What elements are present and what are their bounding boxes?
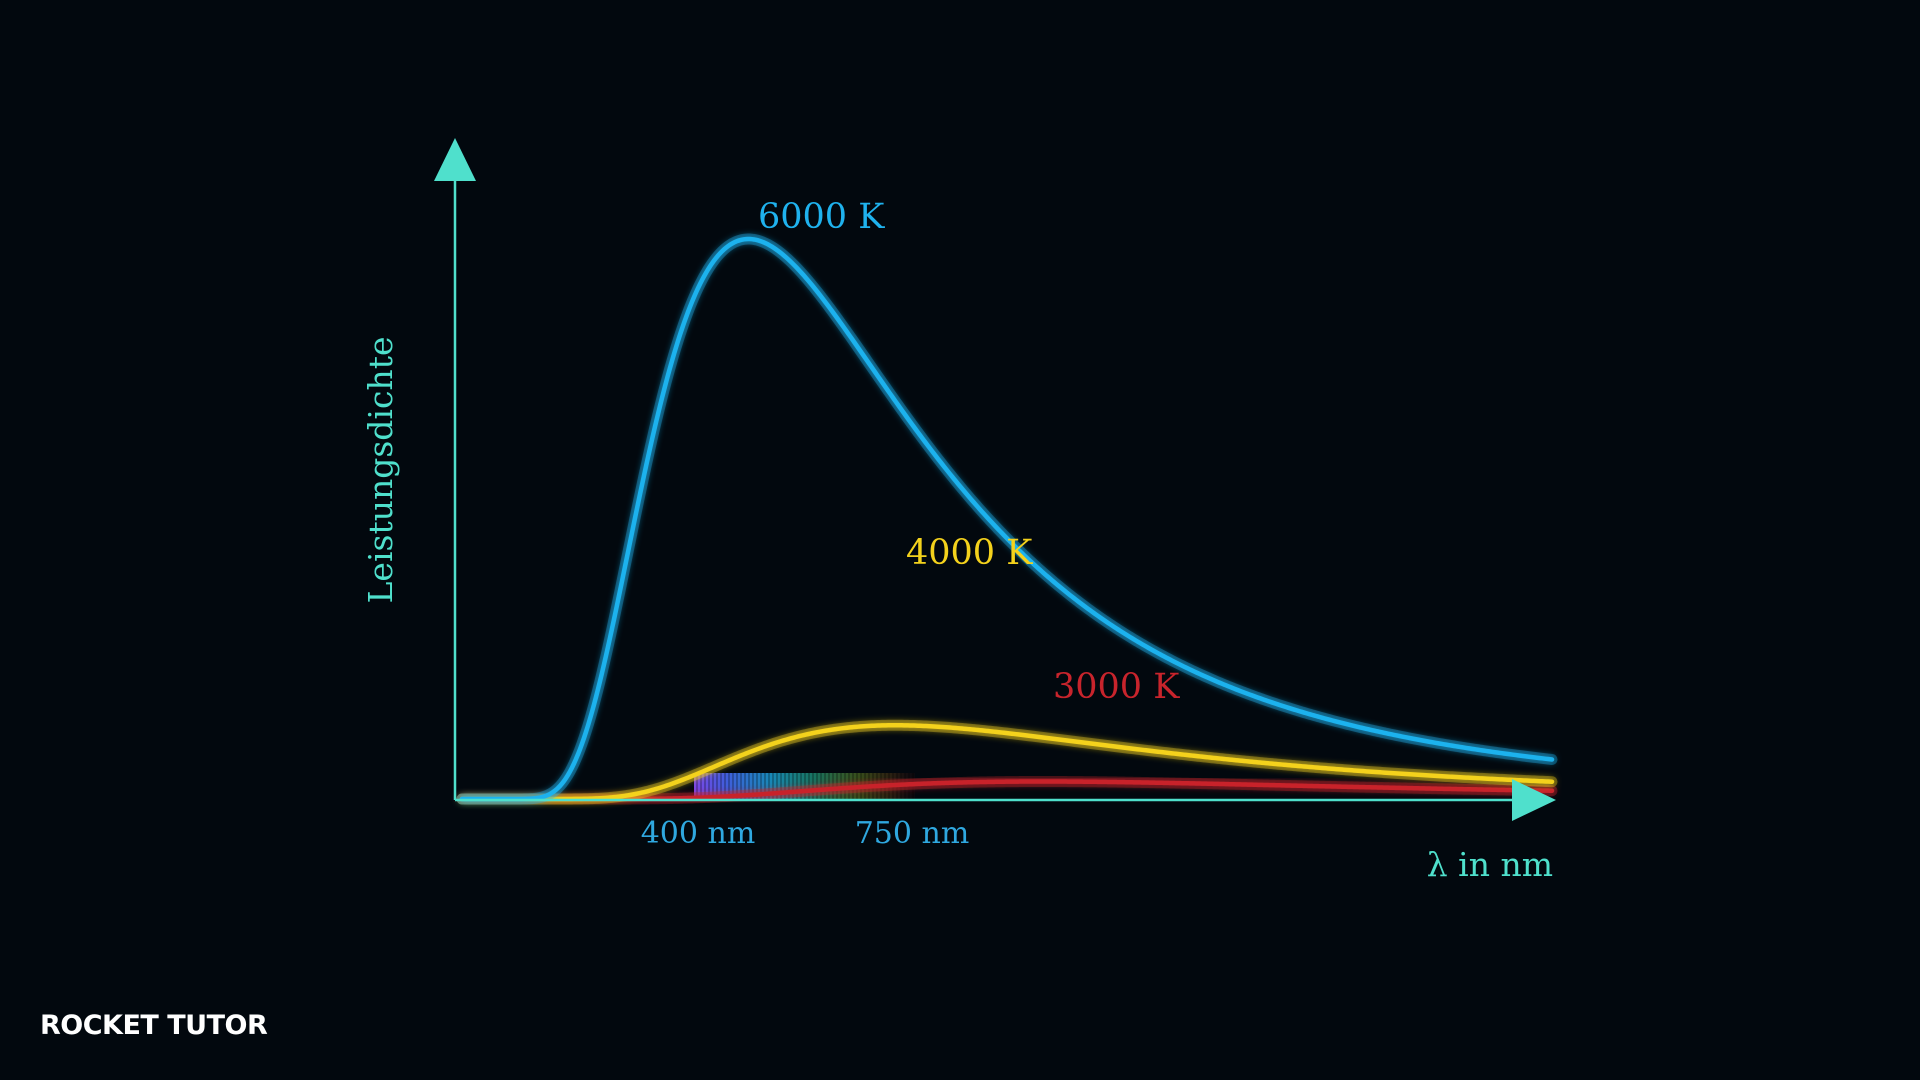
x-axis-arrow-icon — [1512, 779, 1556, 821]
logo-text: ROCKET TUTOR — [40, 1010, 268, 1041]
axes — [434, 138, 1556, 821]
x-axis-label: λ in nm — [1427, 845, 1553, 884]
series-label-4000k: 4000 K — [906, 533, 1033, 573]
curve-glow-6000k — [456, 233, 1558, 805]
series-label-6000k: 6000 K — [758, 197, 885, 237]
curve-4000k — [459, 723, 1555, 802]
x-tick-label-400: 400 nm — [641, 816, 756, 851]
curve-6000k — [459, 236, 1555, 802]
rocket-tutor-logo: ROCKET TUTOR — [40, 1010, 268, 1041]
x-tick-label-750: 750 nm — [855, 816, 970, 851]
series-label-3000k: 3000 K — [1053, 667, 1180, 707]
y-axis-arrow-icon — [434, 138, 476, 181]
y-axis-label: Leistungsdichte — [361, 337, 400, 604]
curves-group — [456, 233, 1558, 805]
